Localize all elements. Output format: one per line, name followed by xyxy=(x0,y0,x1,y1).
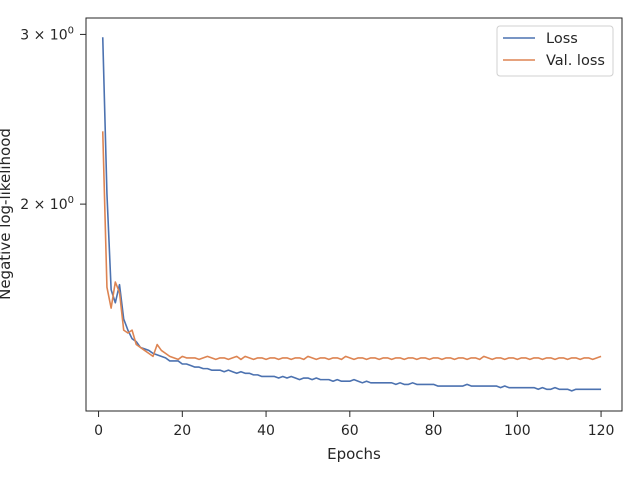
legend-label-val-loss: Val. loss xyxy=(546,53,605,69)
x-tick-label: 120 xyxy=(588,423,615,439)
x-tick-label: 60 xyxy=(341,423,359,439)
x-axis: 0 20 40 60 80 100 120 xyxy=(94,411,614,439)
x-axis-label: Epochs xyxy=(327,445,381,463)
x-tick-label: 100 xyxy=(504,423,531,439)
y-axis: 2 × 100 3 × 100 xyxy=(20,25,86,213)
y-tick-label: 2 × 100 xyxy=(20,195,74,213)
x-tick-label: 20 xyxy=(173,423,191,439)
x-tick-label: 40 xyxy=(257,423,275,439)
plot-series-group xyxy=(101,37,602,392)
x-tick-label: 80 xyxy=(425,423,443,439)
x-tick-label: 0 xyxy=(94,423,103,439)
legend: Loss Val. loss xyxy=(496,25,614,77)
plot-area-frame xyxy=(85,17,623,412)
y-axis-label: Negative log-likelihood xyxy=(0,128,14,300)
legend-label-loss: Loss xyxy=(546,31,578,47)
series-line-val-loss xyxy=(101,131,602,361)
series-line-loss xyxy=(101,37,602,392)
y-tick-label: 3 × 100 xyxy=(20,25,74,43)
